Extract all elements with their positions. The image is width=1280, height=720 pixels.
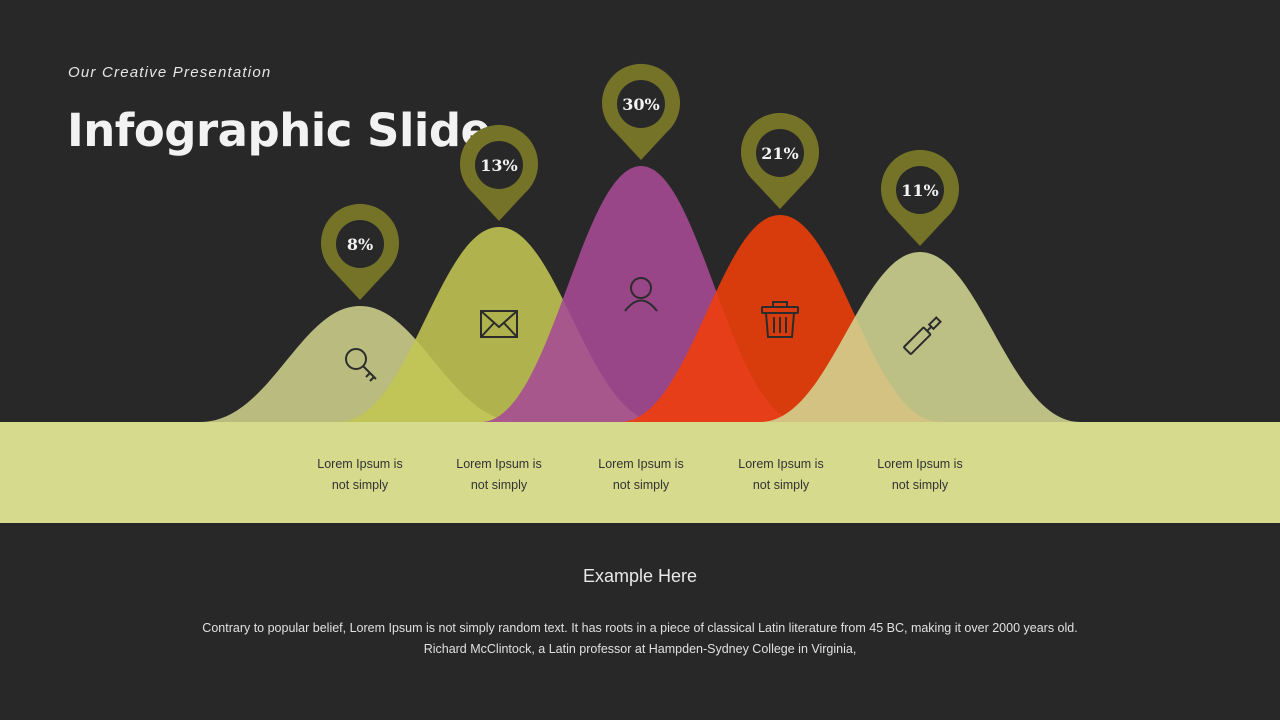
item-label-line: not simply — [891, 478, 949, 492]
example-heading: Example Here — [582, 566, 698, 586]
percent-label: 11% — [901, 181, 938, 200]
item-label: Lorem Ipsum is not simply — [571, 454, 711, 496]
key-icon — [345, 348, 377, 382]
percent-label: 30% — [622, 95, 659, 114]
bell-curve-infographic: 8% 13% 30% 21% 11% — [200, 63, 1080, 422]
item-label: Lorem Ipsum is not simply — [711, 454, 851, 496]
label-band — [0, 422, 1280, 523]
item-label-line: not simply — [331, 478, 389, 492]
body-line: Contrary to popular belief, Lorem Ipsum … — [202, 621, 1078, 635]
item-label-line: Lorem Ipsum is — [598, 457, 684, 471]
percent-pin: 13% — [460, 124, 538, 221]
item-label: Lorem Ipsum is not simply — [429, 454, 569, 496]
item-label: Lorem Ipsum is not simply — [850, 454, 990, 496]
bell-curve-5 — [760, 252, 1080, 422]
slide-title: Infographic Slide — [67, 104, 491, 157]
percent-label: 8% — [347, 235, 373, 254]
percent-label: 13% — [480, 156, 517, 175]
item-label-line: Lorem Ipsum is — [456, 457, 542, 471]
trash-icon — [761, 301, 799, 338]
item-label-line: Lorem Ipsum is — [317, 457, 403, 471]
item-label-line: Lorem Ipsum is — [738, 457, 824, 471]
item-label-line: Lorem Ipsum is — [877, 457, 963, 471]
user-icon — [624, 277, 658, 312]
percent-pin: 21% — [740, 112, 819, 209]
paint-roller-icon — [903, 316, 942, 355]
item-label-line: not simply — [752, 478, 810, 492]
body-paragraph: Contrary to popular belief, Lorem Ipsum … — [180, 618, 1100, 660]
percent-label: 21% — [761, 144, 798, 163]
envelope-icon — [480, 310, 518, 338]
percent-pin: 11% — [881, 149, 959, 246]
percent-pin: 30% — [602, 63, 681, 160]
item-label-line: not simply — [612, 478, 670, 492]
item-label: Lorem Ipsum is not simply — [290, 454, 430, 496]
slide-subtitle: Our Creative Presentation — [68, 64, 272, 81]
body-line: Richard McClintock, a Latin professor at… — [423, 642, 857, 656]
item-label-line: not simply — [470, 478, 528, 492]
percent-pin: 8% — [321, 203, 400, 300]
